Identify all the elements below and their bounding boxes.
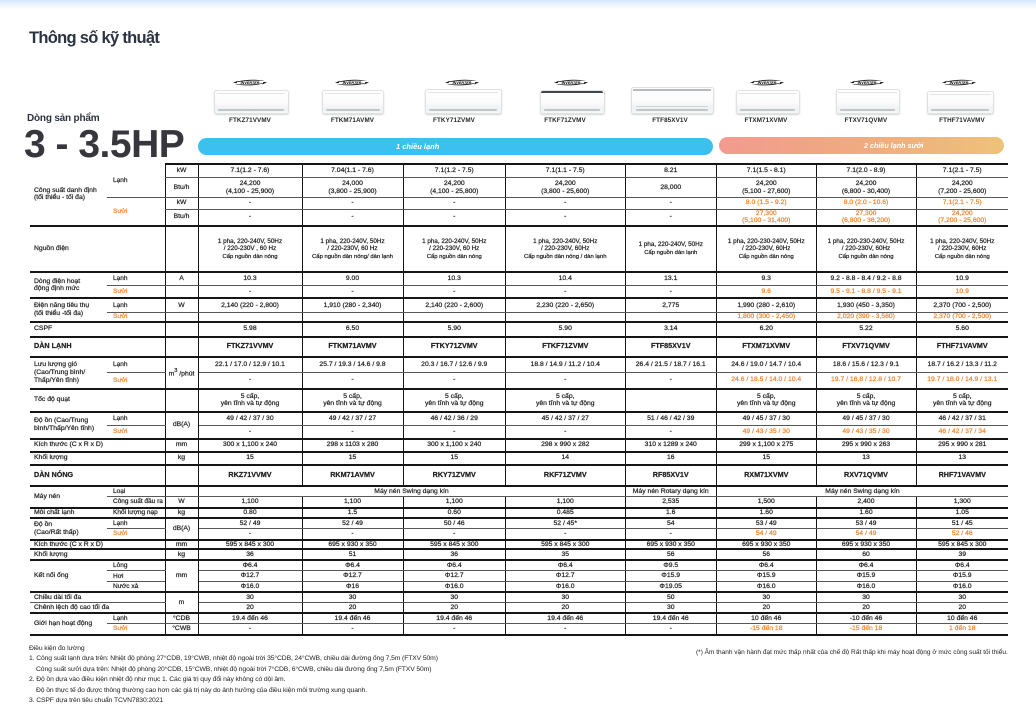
svg-text:INVERTER: INVERTER [757,80,776,84]
svg-text:INVERTER: INVERTER [950,80,969,84]
svg-text:INVERTER: INVERTER [562,80,581,84]
svg-text:INVERTER: INVERTER [857,80,876,84]
svg-text:INVERTER: INVERTER [343,80,362,84]
svg-text:INVERTER: INVERTER [241,80,260,84]
svg-text:INVERTER: INVERTER [453,80,472,84]
